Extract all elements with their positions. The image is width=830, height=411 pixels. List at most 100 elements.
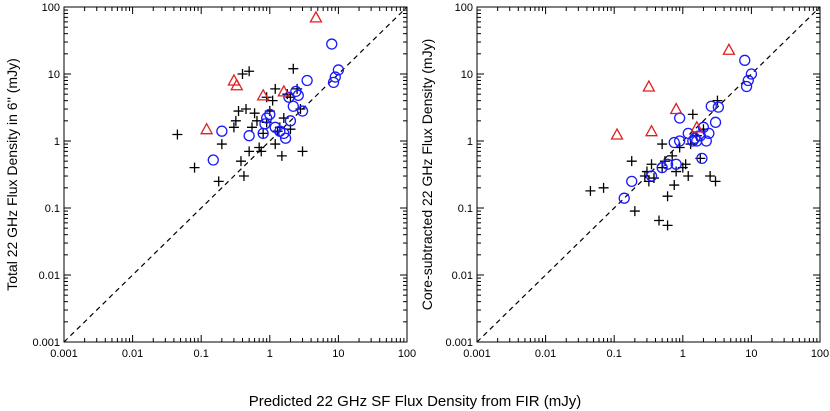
plus-point [230,115,241,126]
circle-point [216,125,228,137]
plus-point [712,95,723,106]
plus-point [241,104,252,115]
plus-point [659,156,670,167]
plus-point [654,215,665,226]
left-y-tick-label: 10 [48,69,60,81]
circle-point [668,136,680,149]
circle-point [326,38,338,50]
plus-point [244,146,255,157]
triangle-point [256,88,270,101]
plus-point [705,171,716,182]
left-x-tick-label: 100 [398,348,416,360]
right-x-tick-label: 100 [811,348,829,360]
plus-point [246,122,257,133]
plus-point [258,128,269,139]
circle-point [207,154,219,166]
right-x-tick-label: 0.001 [463,348,491,360]
plus-point [267,95,278,106]
left-x-tick-label: 0.01 [122,348,143,360]
right-plot-frame [476,6,821,343]
triangle-point [642,79,656,92]
plus-point [270,139,281,150]
plus-point [629,206,640,217]
left-y-tick-label: 0.1 [45,203,60,215]
circle-point [656,162,668,174]
left-axis-ticks [63,7,407,343]
right-x-tick-label: 0.1 [607,348,622,360]
left-panel: 0.001 0.01 0.1 1 10 100 0.001 0.01 0.1 1 10 100 Tota… [4,2,416,360]
plus-point [238,171,249,182]
left-series-triangle [200,10,323,135]
right-y-tick-label: 0.01 [452,270,473,282]
plus-point [710,176,721,187]
circle-point [670,158,682,170]
left-series-circle [207,38,345,166]
plus-point [288,63,299,74]
plus-point [680,159,691,170]
left-y-tick-label: 0.01 [39,270,60,282]
plus-point [270,83,281,94]
circle-point [329,71,341,83]
circle-point [279,132,292,144]
plus-point [683,171,694,182]
circle-point [626,175,638,187]
left-y-tick-label: 1 [54,136,60,148]
triangle-point [690,120,704,133]
right-x-tick-label: 10 [745,348,757,360]
right-y-axis-label: Core-subtracted 22 GHz Flux Density (mJy… [419,39,435,311]
circle-point [700,135,712,147]
left-y-axis-label: Total 22 GHz Flux Density in 6'' (mJy) [4,58,20,291]
right-one-to-one-line [476,6,821,343]
plus-point [235,156,246,167]
triangle-point [644,124,659,137]
left-one-to-one-line [63,6,408,343]
circle-point [709,116,722,128]
left-x-tick-label: 10 [332,348,344,360]
right-x-tick-label: 1 [680,348,686,360]
plus-point [626,156,637,167]
circle-point [259,118,271,130]
circle-point [327,76,340,89]
right-panel: 0.001 0.01 0.1 1 10 100 0.001 0.01 0.1 1 10 100 Core… [419,2,829,360]
left-x-tick-label: 1 [267,348,273,360]
right-y-tick-label: 10 [461,69,473,81]
plus-point [278,113,289,124]
triangle-point [230,78,244,91]
plus-point [585,185,596,196]
circle-point [696,152,708,165]
triangle-point [200,122,214,135]
right-y-tick-label: 0.001 [445,337,473,349]
circle-point [674,135,686,147]
plus-point [648,173,659,184]
right-y-tick-label: 1 [467,136,473,148]
circle-point [703,127,715,140]
circle-point [705,100,717,112]
right-y-tick-label: 100 [455,2,473,14]
circle-point [740,80,753,93]
plus-point [657,139,668,150]
plus-point [228,122,239,133]
plus-point [172,129,183,140]
circle-point [284,115,297,127]
circle-point [243,130,255,142]
plus-point [297,146,308,157]
circle-point [296,105,309,117]
circle-point [674,112,686,124]
plus-point [244,66,255,77]
plus-point [671,166,682,177]
triangle-point [610,127,624,140]
plus-point [662,191,673,202]
shared-x-axis-label: Predicted 22 GHz SF Flux Density from FI… [249,393,582,410]
circle-point [742,74,754,87]
triangle-point [277,84,291,97]
circle-point [689,132,701,144]
left-x-tick-label: 0.001 [50,348,78,360]
circle-point [661,158,674,170]
plus-point [687,109,698,120]
plus-point [646,159,657,170]
plus-point [189,162,200,173]
plus-point [249,108,260,119]
circle-point [618,192,630,204]
circle-point [301,74,313,87]
